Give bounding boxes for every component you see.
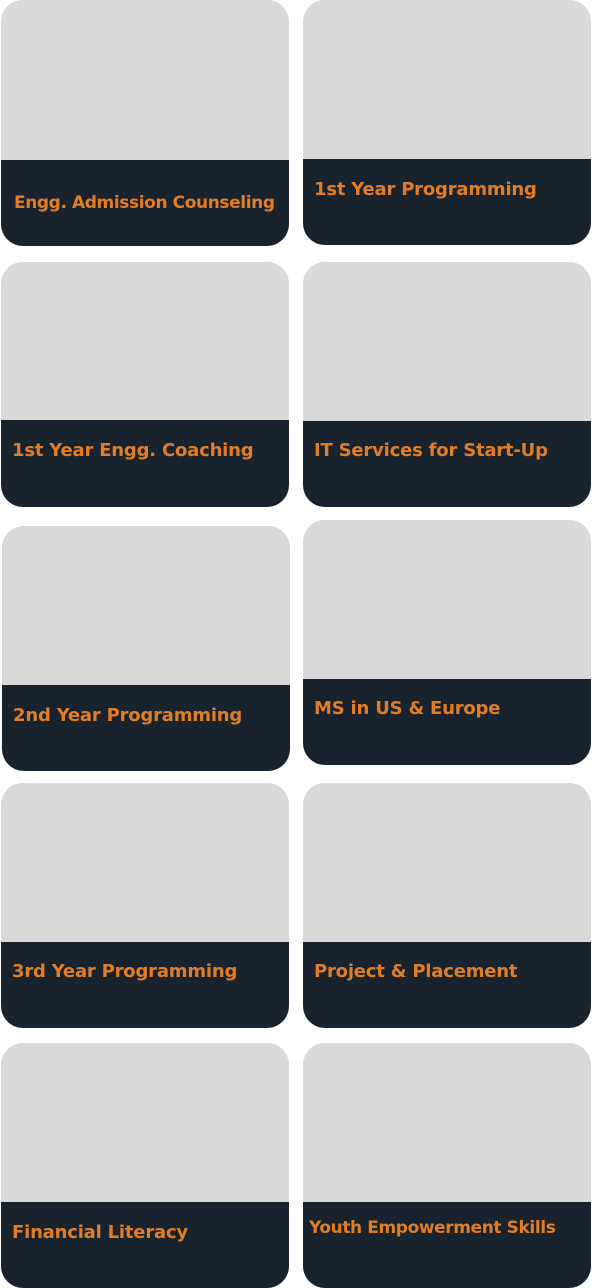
course-thumbnail [1,0,289,160]
course-card-it-services[interactable]: IT Services for Start-Up [303,262,591,507]
course-title[interactable]: 3rd Year Programming [12,961,238,982]
course-title[interactable]: MS in US & Europe [314,698,501,719]
course-caption: MS in US & Europe [303,679,591,765]
course-caption: Youth Empowerment Skills [303,1202,591,1288]
course-thumbnail [303,520,591,679]
course-caption: Project & Placement [303,942,591,1028]
course-caption: IT Services for Start-Up [303,421,591,507]
course-thumbnail [303,1043,591,1202]
course-thumbnail [2,526,290,685]
course-caption: Financial Literacy [1,1202,289,1288]
course-card-1st-year-programming[interactable]: 1st Year Programming [303,0,591,245]
course-card-1st-year-engg-coaching[interactable]: 1st Year Engg. Coaching [1,262,289,507]
course-caption: 2nd Year Programming [2,685,290,771]
course-caption: 1st Year Programming [303,159,591,245]
course-card-3rd-year-programming[interactable]: 3rd Year Programming [1,783,289,1028]
course-card-ms-us-europe[interactable]: MS in US & Europe [303,520,591,765]
course-title[interactable]: 1st Year Programming [314,179,537,200]
course-title[interactable]: Engg. Admission Counseling [14,193,275,213]
course-title[interactable]: Project & Placement [314,961,518,982]
course-thumbnail [303,262,591,421]
course-thumbnail [303,0,591,159]
course-thumbnail [1,783,289,942]
course-title[interactable]: Financial Literacy [12,1222,188,1243]
course-title[interactable]: 2nd Year Programming [13,705,243,726]
course-title[interactable]: IT Services for Start-Up [314,440,548,461]
course-card-youth-empowerment[interactable]: Youth Empowerment Skills [303,1043,591,1288]
course-title[interactable]: 1st Year Engg. Coaching [12,440,254,461]
course-card-2nd-year-programming[interactable]: 2nd Year Programming [2,526,290,771]
course-caption: 1st Year Engg. Coaching [1,420,289,507]
course-title[interactable]: Youth Empowerment Skills [309,1218,556,1238]
course-thumbnail [1,1043,289,1202]
course-thumbnail [1,262,289,420]
course-caption: 3rd Year Programming [1,942,289,1028]
course-card-admission-counseling[interactable]: Engg. Admission Counseling [1,0,289,246]
course-card-project-placement[interactable]: Project & Placement [303,783,591,1028]
course-thumbnail [303,783,591,942]
course-card-financial-literacy[interactable]: Financial Literacy [1,1043,289,1288]
course-caption: Engg. Admission Counseling [1,160,289,246]
